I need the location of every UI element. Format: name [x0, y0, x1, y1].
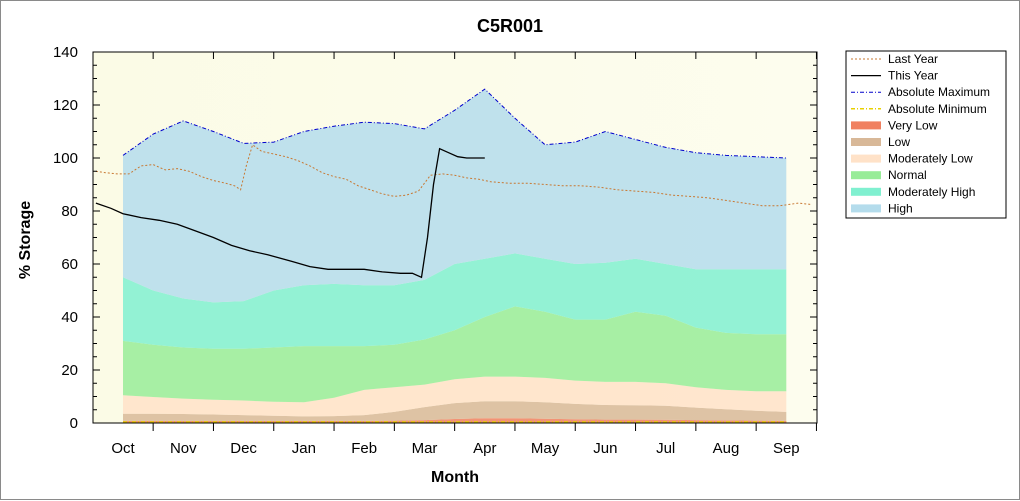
- x-tick-label-apr: Apr: [473, 440, 496, 457]
- bands-layer: [123, 89, 787, 423]
- legend-label: Last Year: [888, 52, 938, 66]
- y-tick-label: 120: [53, 97, 78, 114]
- x-tick-label-aug: Aug: [713, 440, 740, 457]
- legend-item-very-low: Very Low: [851, 118, 938, 132]
- legend-label: Normal: [888, 168, 927, 182]
- legend-item-last-year: Last Year: [851, 52, 938, 66]
- x-tick-label-oct: Oct: [111, 440, 135, 457]
- legend-label: Very Low: [888, 118, 938, 132]
- legend-swatch: [851, 154, 881, 163]
- x-tick-label-mar: Mar: [412, 440, 438, 457]
- y-tick-label: 140: [53, 44, 78, 61]
- band-high: [123, 89, 787, 303]
- legend-item-this-year: This Year: [851, 69, 938, 83]
- legend-item-absolute-minimum: Absolute Minimum: [851, 102, 987, 116]
- legend-swatch: [851, 138, 881, 146]
- y-tick-label: 100: [53, 150, 78, 167]
- y-tick-label: 80: [61, 203, 78, 220]
- band-normal: [123, 306, 787, 403]
- band-low: [123, 401, 787, 421]
- chart-title: C5R001: [477, 16, 543, 36]
- legend-item-moderately-high: Moderately High: [851, 185, 975, 199]
- lines-layer: [95, 88, 811, 423]
- legend-item-low: Low: [851, 135, 910, 149]
- band-moderately-low: [123, 376, 787, 417]
- series-last-year: [95, 143, 811, 207]
- y-tick-label: 60: [61, 256, 78, 273]
- legend-label: Absolute Maximum: [888, 85, 990, 99]
- y-tick-label: 20: [61, 362, 78, 379]
- legend-item-normal: Normal: [851, 168, 927, 182]
- legend-label: Moderately High: [888, 185, 975, 199]
- series-absolute-maximum: [122, 88, 787, 159]
- x-tick-label-nov: Nov: [170, 440, 197, 457]
- legend-item-absolute-maximum: Absolute Maximum: [851, 85, 990, 99]
- x-tick-label-jun: Jun: [593, 440, 617, 457]
- x-axis: Oct Nov Dec Jan Feb Mar Apr May Jun Jul Aug Sep: [111, 52, 817, 457]
- legend-label: High: [888, 201, 913, 215]
- legend: Last Year This Year Absolute Maximum Absolu…: [845, 50, 1007, 219]
- legend-swatch: [851, 121, 881, 130]
- legend-label: Moderately Low: [888, 152, 973, 166]
- x-axis-label: Month: [431, 469, 479, 486]
- x-tick-label-feb: Feb: [351, 440, 377, 457]
- x-tick-label-jan: Jan: [292, 440, 316, 457]
- x-tick-label-may: May: [531, 440, 560, 457]
- legend-swatch: [851, 171, 881, 180]
- legend-swatch: [851, 187, 881, 196]
- legend-label: This Year: [888, 69, 938, 83]
- y-axis-label: % Storage: [17, 201, 34, 279]
- band-moderately-high: [123, 253, 787, 349]
- y-tick-label: 40: [61, 309, 78, 326]
- y-axis: 0 20 40 60 80 100 120 140: [53, 44, 817, 432]
- x-tick-label-jul: Jul: [656, 440, 675, 457]
- x-tick-label-dec: Dec: [230, 440, 257, 457]
- x-tick-label-sep: Sep: [773, 440, 800, 457]
- series-this-year: [95, 147, 485, 279]
- legend-item-high: High: [851, 201, 913, 215]
- y-tick-label: 0: [70, 415, 78, 432]
- legend-label: Absolute Minimum: [888, 102, 987, 116]
- legend-label: Low: [888, 135, 910, 149]
- legend-item-moderately-low: Moderately Low: [851, 152, 973, 166]
- legend-swatch: [851, 204, 881, 213]
